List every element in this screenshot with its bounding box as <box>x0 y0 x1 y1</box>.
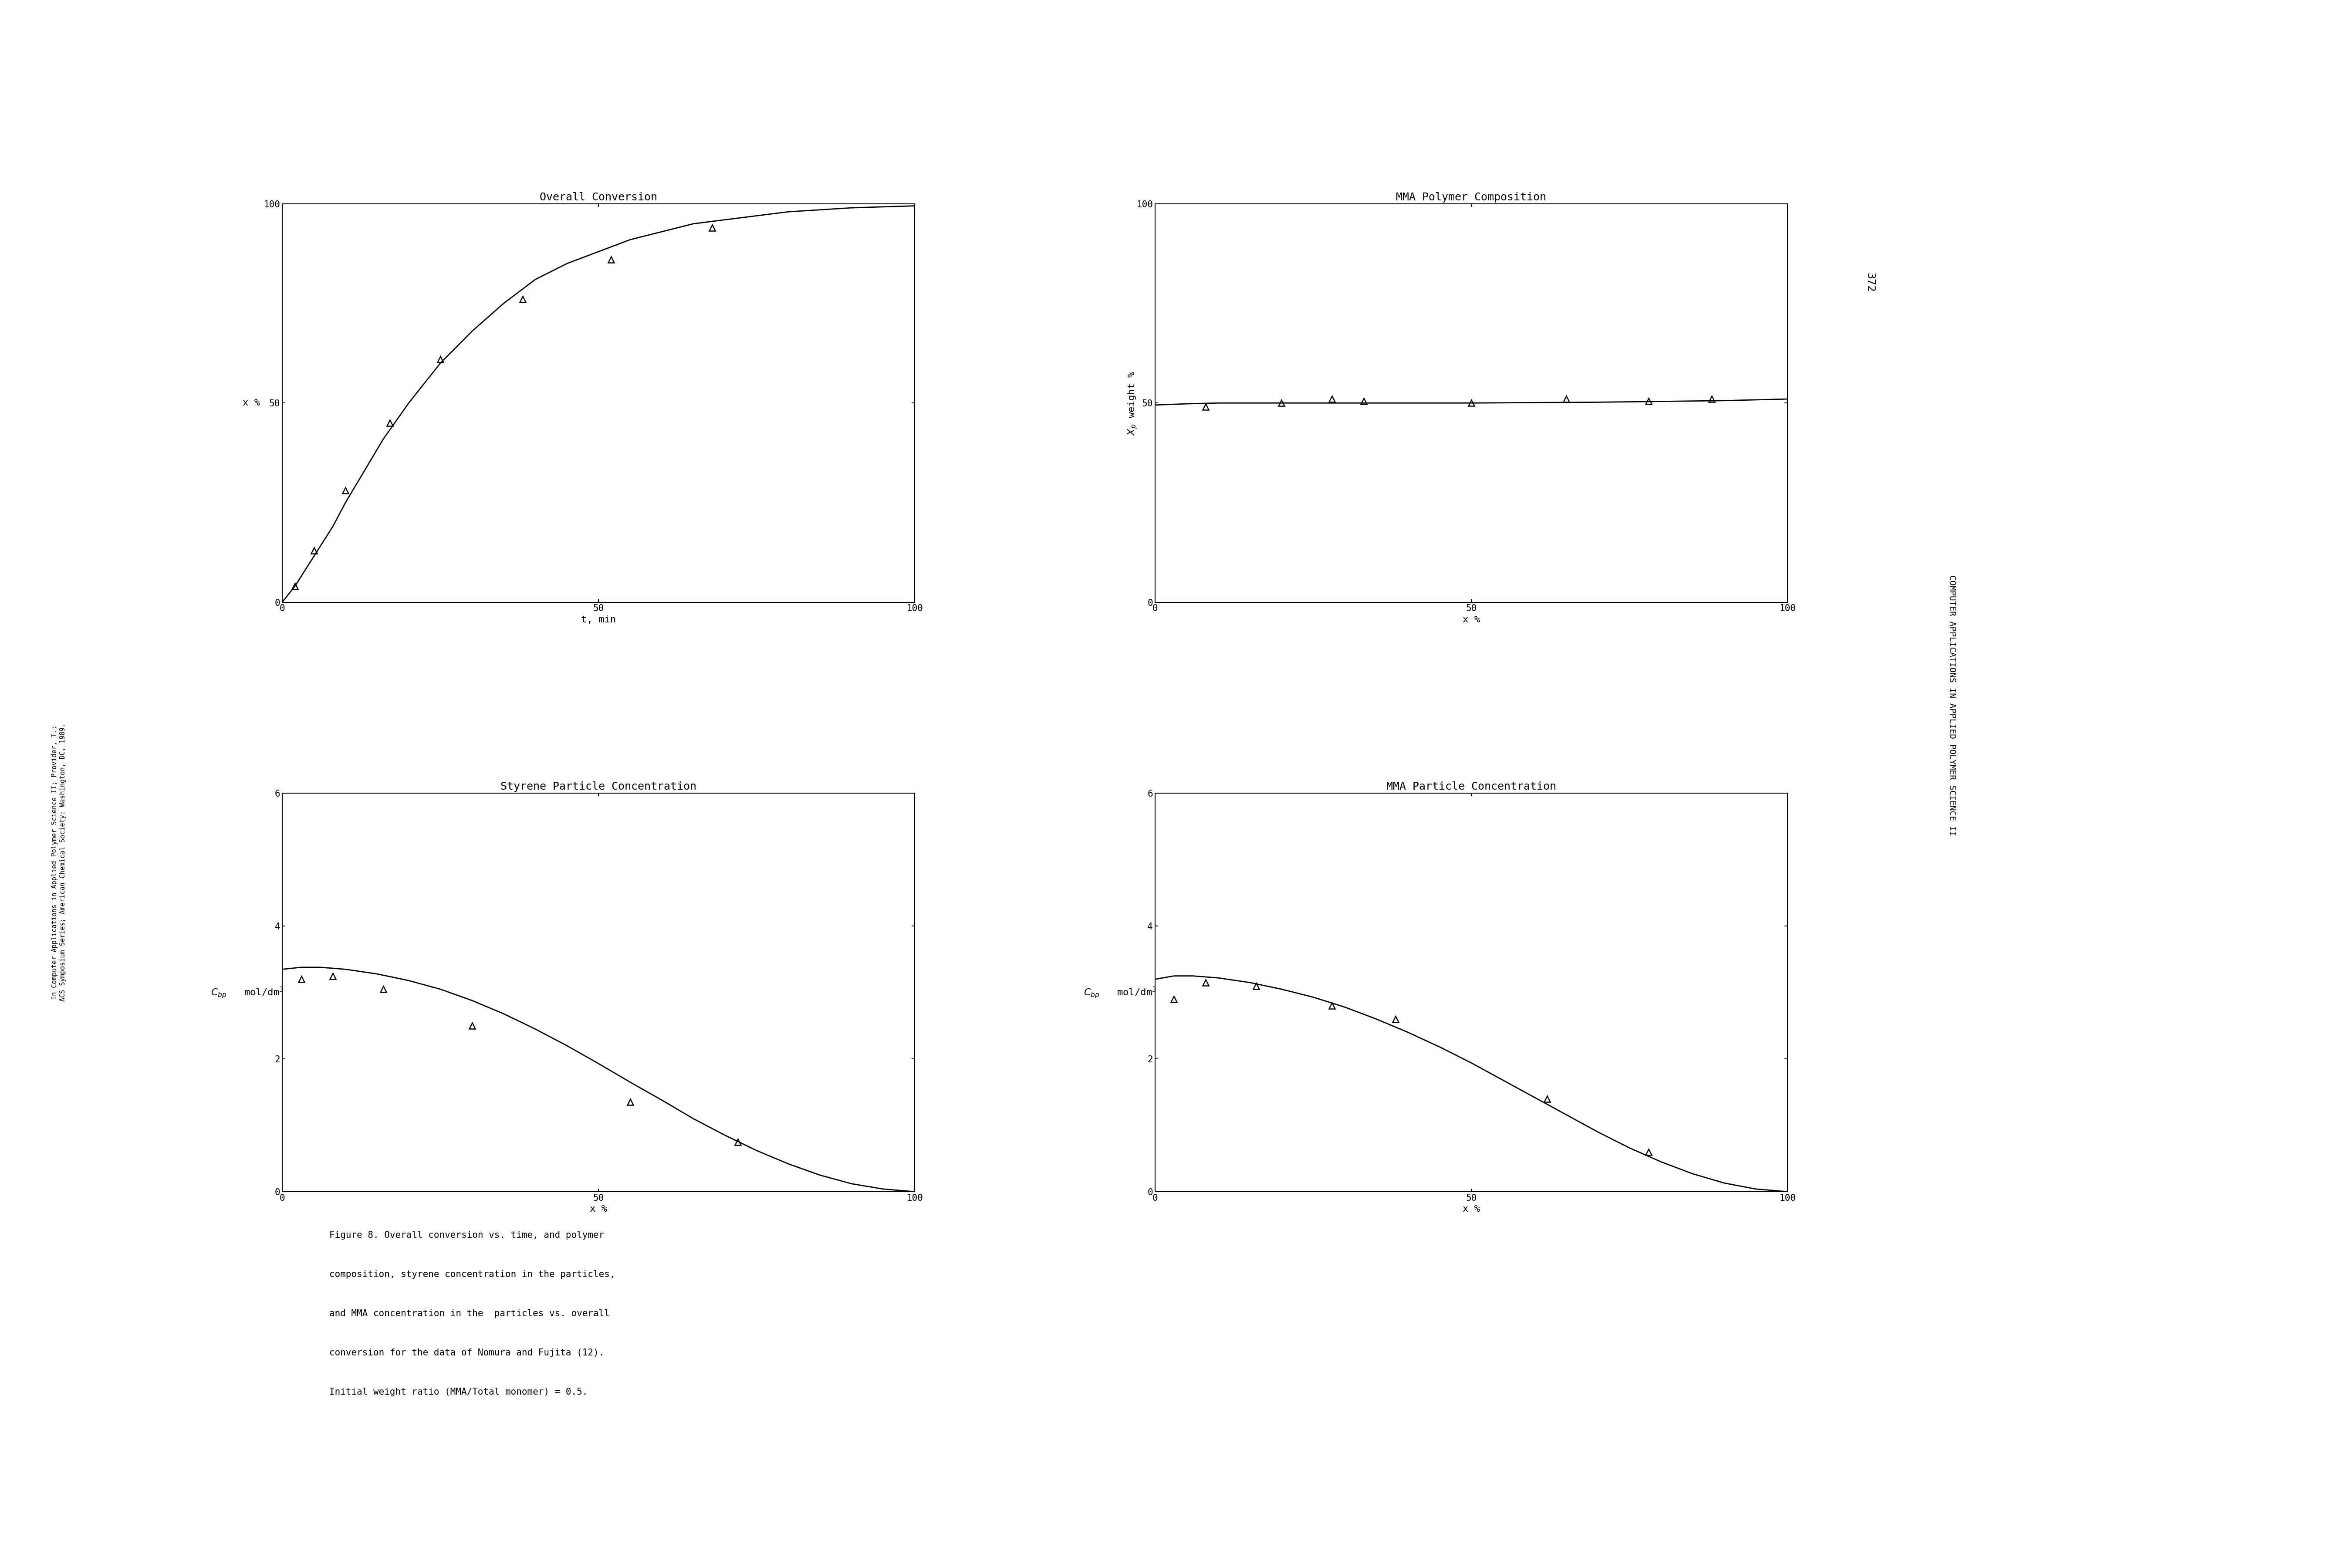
Y-axis label: x %: x % <box>242 398 261 408</box>
X-axis label: t, min: t, min <box>581 615 616 624</box>
Text: Initial weight ratio (MMA/Total monomer) = 0.5.: Initial weight ratio (MMA/Total monomer)… <box>329 1388 588 1397</box>
Text: COMPUTER APPLICATIONS IN APPLIED POLYMER SCIENCE II: COMPUTER APPLICATIONS IN APPLIED POLYMER… <box>1947 575 1957 836</box>
X-axis label: x %: x % <box>1463 1204 1479 1214</box>
Text: composition, styrene concentration in the particles,: composition, styrene concentration in th… <box>329 1270 616 1279</box>
X-axis label: x %: x % <box>1463 615 1479 624</box>
Text: conversion for the data of Nomura and Fujita (12).: conversion for the data of Nomura and Fu… <box>329 1348 604 1358</box>
Title: Overall Conversion: Overall Conversion <box>539 191 656 202</box>
Text: Figure 8. Overall conversion vs. time, and polymer: Figure 8. Overall conversion vs. time, a… <box>329 1231 604 1240</box>
Text: In Computer Applications in Applied Polymer Science II; Provider, T.;
ACS Sympos: In Computer Applications in Applied Poly… <box>52 723 66 1002</box>
Title: Styrene Particle Concentration: Styrene Particle Concentration <box>501 781 696 792</box>
Text: and MMA concentration in the  particles vs. overall: and MMA concentration in the particles v… <box>329 1309 609 1319</box>
Title: MMA Particle Concentration: MMA Particle Concentration <box>1385 781 1557 792</box>
Y-axis label: $C_{bp}$   mol/dm$^3$: $C_{bp}$ mol/dm$^3$ <box>1084 986 1157 999</box>
Y-axis label: $X_p$ weight %: $X_p$ weight % <box>1127 370 1138 436</box>
X-axis label: x %: x % <box>590 1204 607 1214</box>
Title: MMA Polymer Composition: MMA Polymer Composition <box>1397 191 1545 202</box>
Text: 372: 372 <box>1865 273 1875 292</box>
Y-axis label: $C_{bp}$   mol/dm$^3$: $C_{bp}$ mol/dm$^3$ <box>212 986 285 999</box>
